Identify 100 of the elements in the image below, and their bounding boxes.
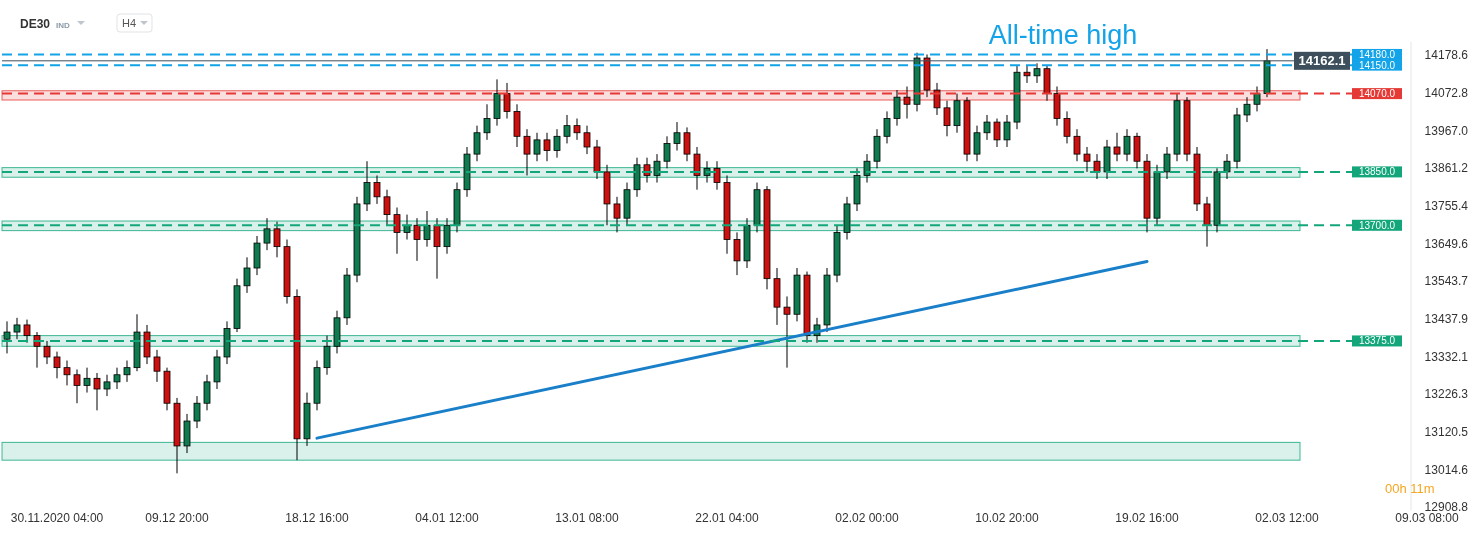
candlestick bbox=[1253, 85, 1261, 112]
ref-line-label: 14150.0 bbox=[1358, 59, 1396, 71]
candlestick bbox=[1023, 64, 1031, 84]
candlestick bbox=[83, 367, 91, 394]
ref-line-label: 14180.0 bbox=[1358, 48, 1396, 60]
candlestick bbox=[1113, 132, 1121, 162]
candlestick bbox=[13, 317, 21, 340]
ref-line-label: 14162.1 bbox=[1298, 53, 1346, 69]
candlestick bbox=[123, 360, 131, 383]
candlestick bbox=[373, 174, 381, 205]
candlestick bbox=[673, 121, 681, 152]
candlestick bbox=[933, 82, 941, 116]
candlestick bbox=[573, 118, 581, 141]
ref-line-label: 14070.0 bbox=[1358, 88, 1396, 100]
candlestick bbox=[993, 118, 1001, 148]
candlestick bbox=[553, 128, 561, 159]
y-tick-label: 14072.8 bbox=[1424, 86, 1469, 101]
candlestick bbox=[583, 125, 591, 155]
x-tick-label: 30.11.2020 04:00 bbox=[10, 511, 104, 525]
candlestick bbox=[1203, 196, 1211, 248]
x-tick-label: 09.03 08:00 bbox=[1395, 511, 1460, 525]
candlestick bbox=[323, 335, 331, 376]
candlestick bbox=[653, 153, 661, 184]
y-tick-label: 13332.1 bbox=[1424, 349, 1469, 364]
chart-subtitle: IND bbox=[56, 21, 70, 30]
candlestick bbox=[973, 125, 981, 162]
candlestick bbox=[23, 319, 31, 344]
candlestick bbox=[243, 256, 251, 294]
candlestick bbox=[53, 351, 61, 379]
y-tick-label: 14178.6 bbox=[1424, 48, 1469, 63]
y-tick-label: 13967.0 bbox=[1424, 123, 1469, 138]
candlestick bbox=[263, 217, 271, 251]
candlestick bbox=[1223, 153, 1231, 180]
candlestick bbox=[1063, 110, 1071, 144]
candlestick bbox=[783, 295, 791, 369]
candlestick bbox=[103, 374, 111, 397]
x-tick-label: 13.01 08:00 bbox=[555, 511, 620, 525]
candlestick bbox=[403, 214, 411, 241]
candlestick bbox=[1033, 62, 1041, 84]
candlestick bbox=[523, 128, 531, 176]
candlestick bbox=[1163, 146, 1171, 180]
candlestick bbox=[543, 132, 551, 162]
candlestick bbox=[443, 217, 451, 255]
candlestick bbox=[393, 206, 401, 255]
candlestick bbox=[203, 374, 211, 411]
y-tick-label: 13014.6 bbox=[1424, 462, 1469, 477]
ref-line-label: 13375.0 bbox=[1358, 335, 1396, 347]
x-tick-label: 19.02 16:00 bbox=[1115, 511, 1180, 525]
y-tick-label: 13120.5 bbox=[1424, 425, 1469, 440]
candlestick bbox=[93, 372, 101, 411]
x-tick-label: 10.02 20:00 bbox=[975, 511, 1040, 525]
candlestick bbox=[863, 153, 871, 184]
candlestick bbox=[423, 210, 431, 248]
candlestick bbox=[63, 360, 71, 386]
candlestick bbox=[3, 320, 11, 354]
candlestick bbox=[983, 114, 991, 141]
candlestick bbox=[73, 368, 81, 404]
y-tick-label: 13543.7 bbox=[1424, 274, 1469, 289]
candlestick bbox=[1093, 153, 1101, 180]
candlestick bbox=[893, 89, 901, 127]
candlestick bbox=[193, 395, 201, 429]
candlestick bbox=[153, 349, 161, 383]
candlestick bbox=[1003, 114, 1011, 148]
candlestick bbox=[413, 217, 421, 262]
x-tick-label: 18.12 16:00 bbox=[285, 511, 350, 525]
candlestick bbox=[563, 114, 571, 144]
ref-line-label: 13850.0 bbox=[1358, 166, 1396, 178]
annotation: 00h 11m bbox=[1385, 481, 1435, 496]
y-tick-label: 13437.9 bbox=[1424, 312, 1469, 327]
candlestick bbox=[43, 340, 51, 365]
candlestick bbox=[733, 231, 741, 276]
candlestick bbox=[483, 103, 491, 141]
candlestick bbox=[503, 82, 511, 120]
candlestick bbox=[1083, 146, 1091, 173]
y-tick-label: 13226.3 bbox=[1424, 387, 1469, 402]
candlestick bbox=[1243, 96, 1251, 123]
y-tick-label: 13649.6 bbox=[1424, 236, 1469, 251]
candlestick bbox=[363, 160, 371, 212]
candlestick bbox=[663, 135, 671, 169]
candlestick bbox=[943, 100, 951, 137]
candlestick bbox=[1123, 128, 1131, 162]
candlestick bbox=[903, 85, 911, 120]
candlestick bbox=[693, 146, 701, 191]
candlestick bbox=[273, 221, 281, 258]
candlestick bbox=[613, 196, 621, 233]
ref-line-label: 13700.0 bbox=[1358, 219, 1396, 231]
candlestick bbox=[433, 217, 441, 280]
annotation: All-time high bbox=[988, 20, 1138, 50]
x-tick-label: 22.01 04:00 bbox=[695, 511, 760, 525]
candlestick bbox=[383, 189, 391, 226]
candlestick bbox=[473, 125, 481, 162]
candlestick bbox=[713, 160, 721, 191]
x-tick-label: 09.12 20:00 bbox=[145, 511, 210, 525]
candlestick bbox=[533, 132, 541, 162]
candlestick bbox=[683, 126, 691, 162]
candlestick bbox=[113, 367, 121, 390]
candlestick bbox=[883, 110, 891, 144]
y-tick-label: 13861.2 bbox=[1424, 161, 1469, 176]
timeframe-dropdown: H4 bbox=[116, 13, 153, 33]
chart-title: DE30 bbox=[20, 17, 51, 31]
